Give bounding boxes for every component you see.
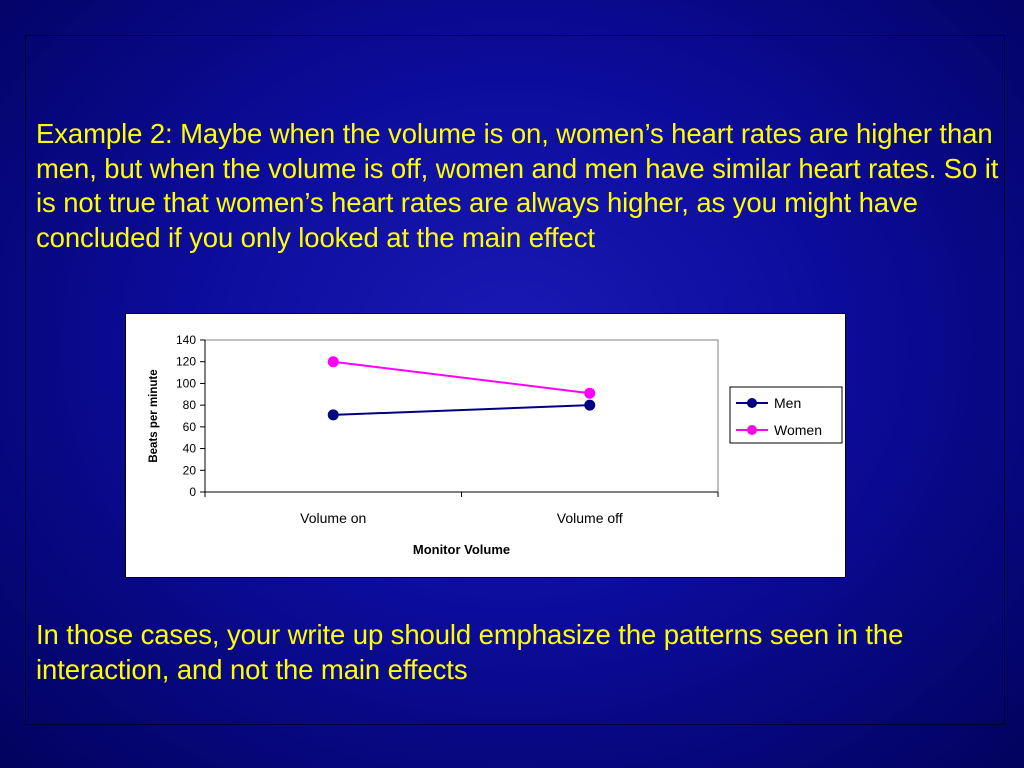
y-tick-label: 120	[176, 355, 196, 369]
data-point-women	[327, 356, 339, 368]
slide-paragraph-bottom: In those cases, your write up should emp…	[36, 619, 904, 685]
y-tick-label: 40	[183, 442, 197, 456]
y-tick-label: 100	[176, 376, 196, 390]
legend-label-women: Women	[774, 422, 822, 438]
series-line-women	[333, 360, 590, 395]
plot-area	[204, 339, 719, 493]
y-tick-label: 20	[183, 463, 197, 477]
x-category-label: Volume on	[300, 510, 366, 526]
y-tick-label: 60	[183, 420, 197, 434]
y-tick-label: 0	[189, 485, 196, 499]
slide-frame	[25, 35, 1005, 725]
legend-marker-women	[747, 425, 757, 435]
x-axis-title: Monitor Volume	[413, 542, 510, 557]
data-point-men	[584, 399, 596, 411]
y-axis-title: Beats per minute	[148, 369, 160, 462]
chart-container: 0 20 40 60 80 100 120 140 Volume on Volume off Mon…	[125, 313, 846, 578]
y-tick-label: 140	[176, 333, 196, 347]
data-point-women	[584, 387, 596, 399]
x-category-label: Volume off	[557, 510, 623, 526]
series-line-men	[333, 404, 590, 416]
line-chart: 0 20 40 60 80 100 120 140 Volume on Volume off Mon…	[148, 333, 843, 557]
data-point-men	[327, 409, 339, 421]
y-tick-label: 80	[183, 398, 197, 412]
legend-marker-men	[747, 398, 757, 408]
legend-label-men: Men	[774, 395, 801, 411]
slide-paragraph-top: Example 2: Maybe when the volume is on, …	[36, 118, 999, 253]
